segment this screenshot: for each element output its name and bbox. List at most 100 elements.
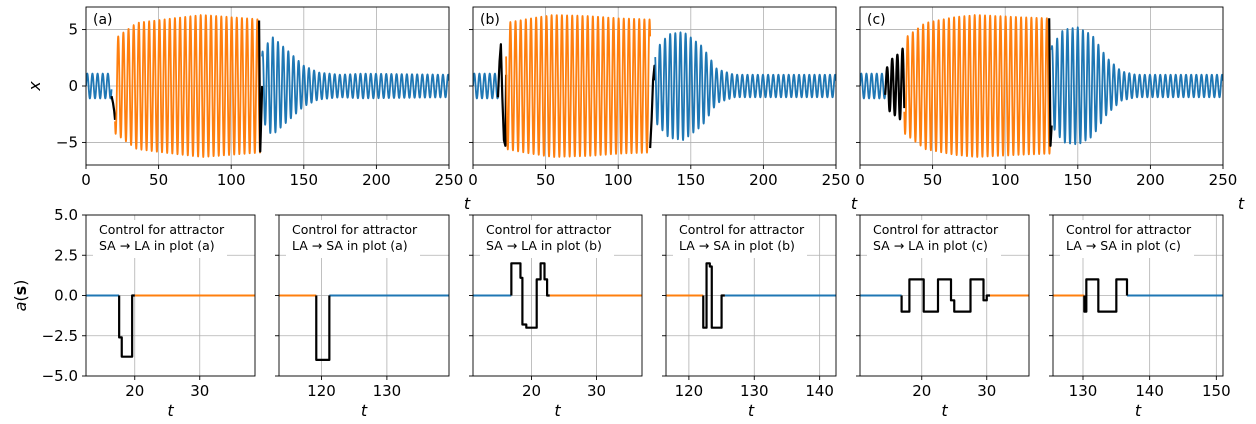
- annotation-line: Control for attractor: [1066, 222, 1192, 237]
- control-signal: [510, 262, 550, 329]
- x-tick-label: 100: [217, 171, 246, 189]
- y-label-close: ): [11, 280, 30, 286]
- x-tick-label: 200: [749, 171, 778, 189]
- control-signal: [900, 278, 990, 313]
- series-group: [86, 14, 449, 158]
- x-axis-label: t: [851, 194, 858, 213]
- x-tick-label: 50: [149, 171, 168, 189]
- x-tick-label: 200: [1136, 171, 1165, 189]
- x-tick-label: 30: [587, 382, 606, 400]
- x-axis-label: t: [167, 401, 174, 420]
- y-axis-label: x: [25, 81, 44, 92]
- top-panel-c: 0 50 100 150 200 250 (c) t: [855, 6, 1245, 213]
- x-axis-label: t: [748, 401, 755, 420]
- series-group: [666, 262, 836, 329]
- y-tick-label: 2.5: [54, 246, 78, 264]
- x-tick-label: 150: [1202, 382, 1231, 400]
- blue-trajectory: [860, 72, 887, 100]
- x-tick-label: 130: [373, 382, 402, 400]
- annotation-line: SA → LA in plot (b): [486, 238, 602, 253]
- x-tick-label: 30: [977, 382, 996, 400]
- series-group: [473, 262, 642, 329]
- x-tick-label: 120: [675, 382, 704, 400]
- black-trajectory: [110, 95, 117, 120]
- x-tick-label: 250: [435, 171, 464, 189]
- control-signal: [315, 295, 331, 361]
- control-signal: [702, 262, 725, 329]
- annotation-line: Control for attractor: [679, 222, 805, 237]
- series-group: [1053, 278, 1223, 313]
- annotation-box: [867, 220, 1001, 258]
- panel-label: (b): [480, 12, 500, 28]
- x-tick-label: 120: [307, 382, 336, 400]
- orange-trajectory: [903, 14, 1051, 158]
- x-axis-label: t: [464, 194, 471, 213]
- y-tick-label: 5.0: [54, 206, 78, 224]
- top-panel-b: 0 50 100 150 200 250 (b) t: [468, 6, 858, 213]
- x-tick-label: 100: [991, 171, 1020, 189]
- black-trajectory: [884, 47, 906, 121]
- x-axis-label: t: [1238, 194, 1245, 213]
- x-tick-label: 30: [190, 382, 209, 400]
- x-tick-label: 150: [1063, 171, 1092, 189]
- x-tick-label: 0: [81, 171, 91, 189]
- x-tick-label: 200: [362, 171, 391, 189]
- annotation-line: LA → SA in plot (c): [1066, 238, 1181, 253]
- annotation-line: Control for attractor: [292, 222, 418, 237]
- annotation-line: Control for attractor: [873, 222, 999, 237]
- annotation-line: Control for attractor: [486, 222, 612, 237]
- y-tick-label: −2.5: [42, 327, 78, 345]
- y-label-open: (: [11, 295, 30, 301]
- blue-trajectory: [654, 31, 836, 141]
- annotation-line: LA → SA in plot (b): [679, 238, 795, 253]
- x-tick-label: 130: [1069, 382, 1098, 400]
- annotation-box: [93, 220, 227, 258]
- y-label-a: a: [11, 302, 30, 312]
- x-tick-label: 140: [1135, 382, 1164, 400]
- series-group: [860, 278, 1029, 313]
- y-tick-label: 0: [68, 77, 78, 95]
- control-signal: [1083, 278, 1129, 313]
- series-group: [279, 294, 449, 361]
- x-tick-label: 50: [923, 171, 942, 189]
- x-tick-label: 150: [289, 171, 318, 189]
- annotation-box: [673, 220, 807, 258]
- bottom-panel-1: 20 30 5.0 2.5 0.0 −2.5 −5.0 Control for attract…: [42, 206, 256, 420]
- y-tick-label: −5: [56, 133, 78, 151]
- x-tick-label: 50: [536, 171, 555, 189]
- x-axis-label: t: [361, 401, 368, 420]
- annotation-line: SA → LA in plot (c): [873, 238, 988, 253]
- x-tick-label: 150: [676, 171, 705, 189]
- annotation-line: Control for attractor: [99, 222, 225, 237]
- x-tick-label: 100: [604, 171, 633, 189]
- annotation-line: LA → SA in plot (a): [292, 238, 408, 253]
- x-axis-label: t: [941, 401, 948, 420]
- y-label-s: s: [11, 286, 30, 296]
- y-tick-label: 0.0: [54, 287, 78, 305]
- annotation-box: [480, 220, 614, 258]
- orange-trajectory: [114, 14, 262, 158]
- blue-trajectory: [86, 72, 113, 100]
- blue-trajectory: [261, 36, 449, 134]
- series-group: [86, 294, 255, 358]
- x-tick-label: 250: [822, 171, 851, 189]
- annotation-line: SA → LA in plot (a): [99, 238, 215, 253]
- blue-trajectory: [473, 72, 499, 100]
- top-panel-a: 0 50 100 150 200 250 −5 0 5 (a) t x: [25, 6, 471, 213]
- x-tick-label: 130: [740, 382, 769, 400]
- control-signal: [118, 294, 135, 358]
- x-tick-label: 20: [912, 382, 931, 400]
- black-trajectory: [257, 20, 264, 153]
- black-trajectory: [649, 64, 657, 149]
- annotation-box: [1060, 220, 1194, 258]
- annotation-box: [286, 220, 420, 258]
- x-tick-label: 0: [468, 171, 478, 189]
- y-tick-label: −5.0: [42, 367, 78, 385]
- blue-trajectory: [1050, 26, 1223, 146]
- series-group: [860, 14, 1223, 158]
